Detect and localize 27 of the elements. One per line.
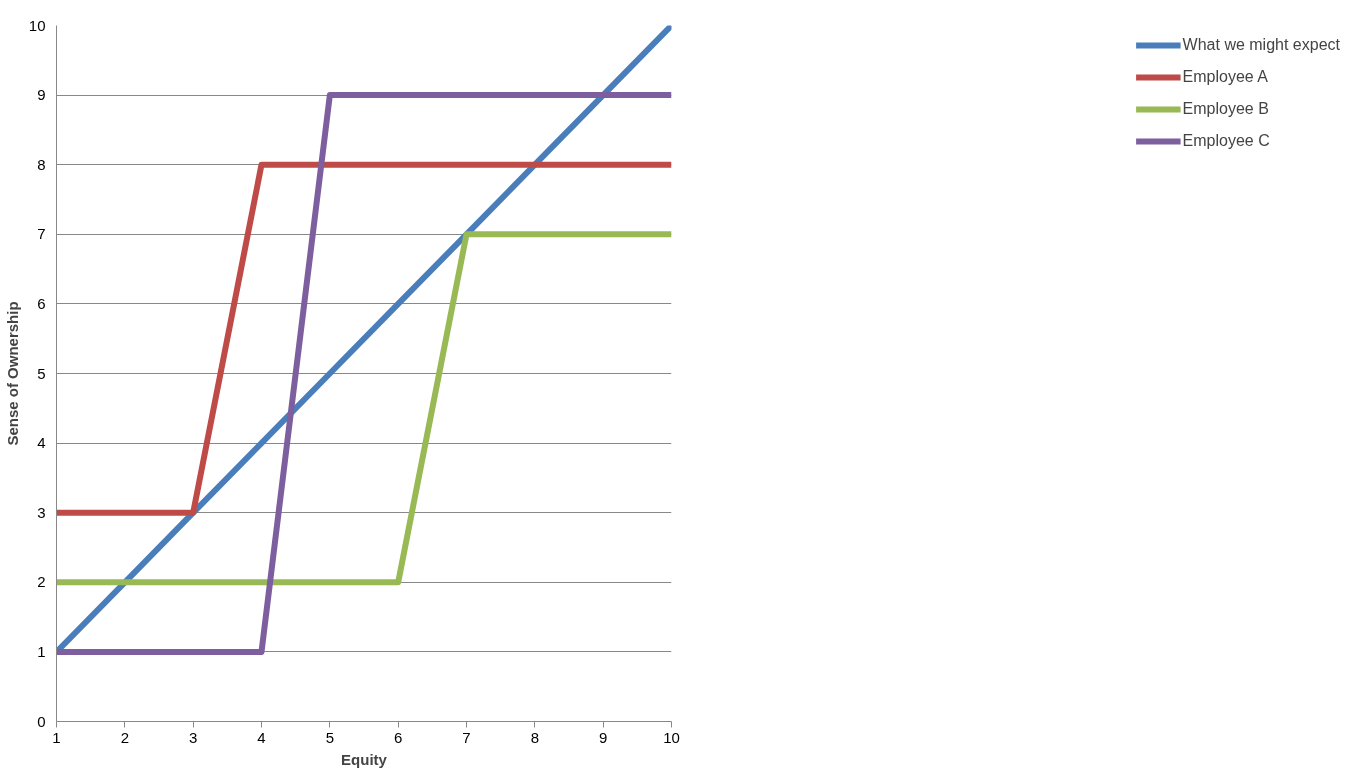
y-tick-label: 5	[37, 364, 46, 382]
legend-label: Employee A	[1182, 68, 1268, 86]
x-tick-label: 4	[257, 728, 266, 746]
y-tick-label: 3	[37, 503, 46, 521]
legend-label: Employee C	[1182, 132, 1270, 150]
y-axis-title: Sense of Ownership	[3, 301, 21, 446]
y-tick-label: 4	[37, 434, 46, 452]
x-tick-label: 9	[599, 728, 608, 746]
x-tick-label: 7	[462, 728, 471, 746]
y-tick-label: 10	[28, 16, 46, 34]
x-tick-label: 10	[663, 728, 680, 746]
y-tick-label: 7	[37, 225, 46, 243]
y-tick-label: 0	[37, 712, 46, 730]
y-tick-label: 2	[37, 573, 46, 591]
x-tick-label: 8	[530, 728, 540, 746]
x-tick-label: 1	[52, 728, 61, 746]
y-tick-label: 6	[37, 294, 46, 312]
legend-label: Employee B	[1182, 100, 1269, 118]
y-tick-label: 9	[37, 86, 46, 104]
legend-label: What we might expect	[1182, 36, 1340, 54]
x-tick-label: 5	[325, 728, 335, 746]
y-tick-label: 8	[37, 155, 46, 173]
x-tick-label: 6	[394, 728, 403, 746]
x-tick-label: 2	[120, 728, 130, 746]
x-tick-label: 3	[189, 728, 198, 746]
y-tick-label: 1	[37, 642, 46, 660]
x-axis-title: Equity	[341, 750, 388, 768]
